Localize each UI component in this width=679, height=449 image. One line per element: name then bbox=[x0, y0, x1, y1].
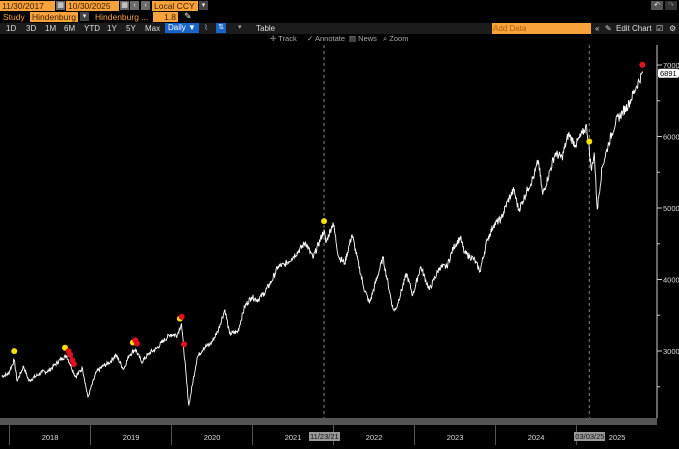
y-tick-label: 5000 bbox=[663, 204, 679, 213]
annotate-label: Annotate bbox=[314, 34, 345, 43]
period-5y[interactable]: 5Y bbox=[126, 24, 136, 33]
x-tick-label: 2024 bbox=[527, 433, 545, 442]
x-tick-label: 2019 bbox=[122, 433, 140, 442]
period-max[interactable]: Max bbox=[145, 24, 161, 33]
chart-type-icon[interactable]: ⇅ bbox=[216, 23, 226, 33]
x-tick bbox=[89, 425, 91, 445]
signal-marker-red bbox=[133, 340, 140, 347]
next-arrow-icon[interactable]: › bbox=[141, 1, 150, 10]
signal-marker-red bbox=[639, 61, 646, 68]
zoom-label: Zoom bbox=[389, 34, 409, 43]
y-tick-label: 3000 bbox=[663, 347, 679, 356]
last-value-label: 6891 bbox=[660, 69, 677, 78]
x-tick-label: 2023 bbox=[446, 433, 464, 442]
x-tick bbox=[413, 425, 415, 445]
zoom-tool[interactable]: ⌕ Zoom bbox=[383, 34, 409, 43]
chart-toolbar: 1D 3D 1M 6M YTD 1Y 5Y Max Daily ▼ ⌇ ⇅ ▾ … bbox=[0, 23, 679, 34]
news-label: News bbox=[358, 34, 377, 43]
y-tick-label: 6000 bbox=[663, 133, 679, 142]
period-6m[interactable]: 6M bbox=[64, 24, 76, 33]
period-1m[interactable]: 1M bbox=[45, 24, 57, 33]
x-tick-label: 2018 bbox=[41, 433, 59, 442]
date-marker-label: 03/03/25 bbox=[574, 432, 606, 441]
period-3d[interactable]: 3D bbox=[26, 24, 37, 33]
y-tick-label: 7000 bbox=[663, 61, 679, 70]
range-navigator[interactable] bbox=[0, 418, 657, 425]
x-tick bbox=[8, 425, 10, 445]
calendar-icon[interactable]: ▦ bbox=[120, 1, 129, 10]
edit-chart-button[interactable]: Edit Chart bbox=[616, 24, 652, 33]
x-tick bbox=[170, 425, 172, 445]
study-select[interactable]: Hindenburg bbox=[30, 12, 78, 22]
signal-marker-yellow bbox=[586, 138, 593, 145]
signal-marker-red bbox=[70, 360, 77, 367]
signal-marker-yellow bbox=[321, 218, 328, 225]
price-line bbox=[1, 70, 644, 406]
last-value-badge bbox=[658, 68, 679, 78]
x-tick-label: 2021 bbox=[284, 433, 302, 442]
start-date-input[interactable]: 11/30/2017 bbox=[0, 1, 55, 11]
currency-select[interactable]: Local CCY bbox=[152, 1, 198, 11]
x-tick-label: 2025 bbox=[608, 433, 626, 442]
dropdown-icon[interactable]: ▾ bbox=[80, 12, 89, 21]
date-marker-label: 11/23/21 bbox=[309, 432, 340, 441]
pencil-icon: ✎ bbox=[605, 24, 612, 33]
x-tick-label: 2020 bbox=[203, 433, 221, 442]
checklist-icon[interactable]: ☑ bbox=[656, 24, 664, 33]
news-tool[interactable]: ▤ News bbox=[349, 34, 377, 43]
line-chart-icon[interactable]: ⌇ bbox=[204, 23, 208, 32]
redo-icon[interactable]: ↷ bbox=[665, 1, 677, 10]
prev-arrow-icon[interactable]: ‹ bbox=[130, 1, 139, 10]
x-tick bbox=[251, 425, 253, 445]
dropdown-icon[interactable]: ▾ bbox=[238, 24, 242, 31]
undo-icon[interactable]: ↶ bbox=[651, 1, 663, 10]
signal-marker-red bbox=[178, 313, 185, 320]
signal-marker-yellow bbox=[11, 348, 18, 355]
track-label: Track bbox=[278, 34, 297, 43]
end-date-input[interactable]: 10/30/2025 bbox=[66, 1, 119, 11]
frequency-select[interactable]: Daily ▼ bbox=[165, 23, 199, 33]
study-label: Study bbox=[3, 12, 25, 22]
y-tick-label: 4000 bbox=[663, 276, 679, 285]
gear-icon[interactable]: ⚙ bbox=[669, 24, 677, 33]
annotate-tool[interactable]: ✓ Annotate bbox=[307, 34, 345, 43]
period-1y[interactable]: 1Y bbox=[107, 24, 117, 33]
table-button[interactable]: Table bbox=[256, 24, 276, 33]
period-ytd[interactable]: YTD bbox=[84, 24, 100, 33]
x-tick-label: 2022 bbox=[365, 433, 383, 442]
study-param-input[interactable]: 1.8 bbox=[153, 12, 178, 22]
dropdown-icon[interactable]: ▾ bbox=[199, 1, 208, 10]
add-data-input[interactable]: Add Data bbox=[492, 23, 591, 34]
study-param-label: Hindenburg ... bbox=[95, 12, 149, 22]
signal-marker-red bbox=[67, 351, 74, 358]
pencil-icon[interactable]: ✎ bbox=[184, 11, 192, 21]
calendar-icon[interactable]: ▦ bbox=[56, 1, 65, 10]
period-1d[interactable]: 1D bbox=[6, 24, 17, 33]
signal-marker-red bbox=[181, 341, 188, 348]
x-tick bbox=[494, 425, 496, 445]
track-tool[interactable]: ✛ Track bbox=[270, 34, 297, 43]
collapse-icon[interactable]: « bbox=[595, 24, 600, 33]
